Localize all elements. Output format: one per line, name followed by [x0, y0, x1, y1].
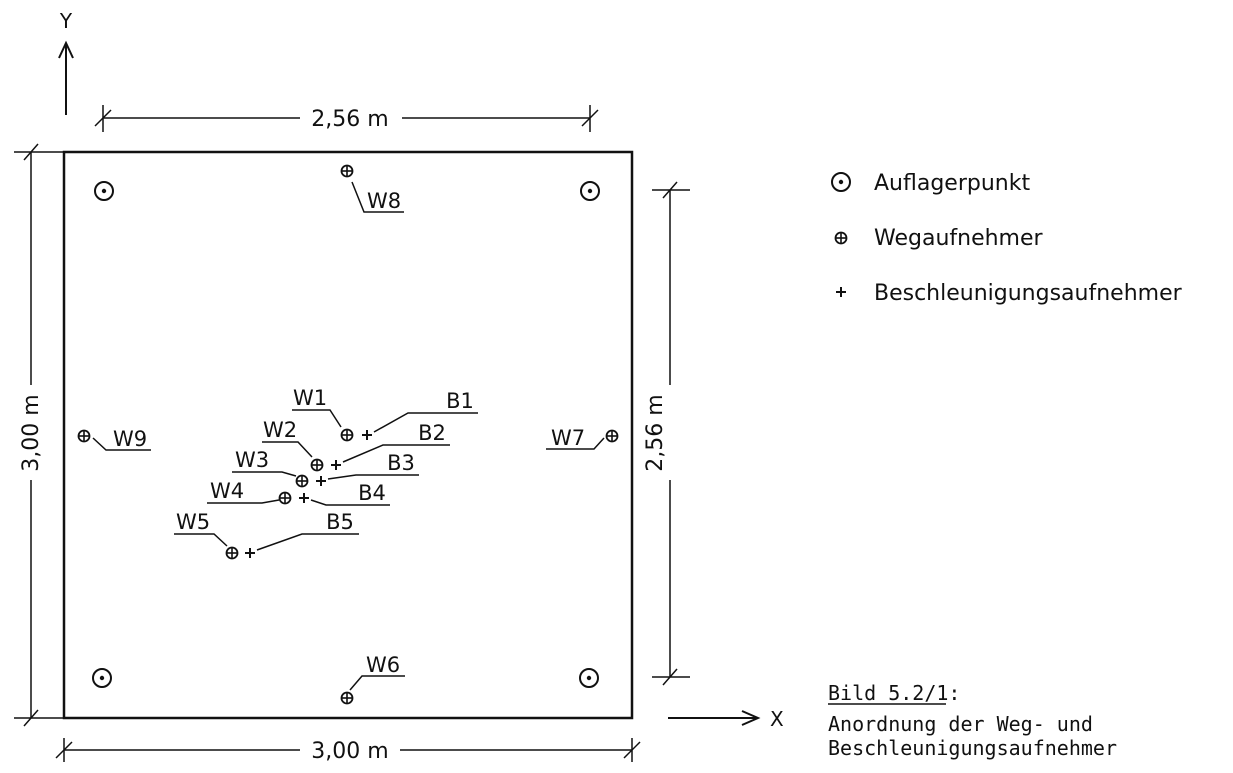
sensor-b4-label: B4 [358, 481, 386, 505]
sensor-b1-marker [361, 429, 373, 441]
sensor-b1-label: B1 [446, 389, 474, 413]
dimension-left-label: 3,00 m [19, 394, 44, 471]
plate-outline [62, 150, 634, 720]
sensor-b2-marker [330, 459, 342, 471]
dimension-left: 3,00 m [14, 143, 64, 727]
support-point-bottom-left [92, 668, 112, 688]
x-axis-arrow-icon [741, 710, 761, 726]
legend-support-label: Auflagerpunkt [874, 171, 1030, 196]
sensor-w6-marker [340, 691, 354, 705]
sensor-b3-marker [315, 475, 327, 487]
dimension-right: 2,56 m [643, 181, 690, 686]
sensor-w9-label: W9 [113, 427, 147, 451]
sensor-b5-marker [244, 547, 256, 559]
figure-caption: Bild 5.2/1: Anordnung der Weg- und Besch… [828, 681, 1117, 760]
sensor-w4-label: W4 [210, 479, 244, 503]
sensor-w9-marker [77, 429, 91, 443]
sensor-b2-label: B2 [418, 421, 446, 445]
legend-displacement-label: Wegaufnehmer [874, 226, 1044, 251]
caption-line-2: Beschleunigungsaufnehmer [828, 736, 1117, 760]
legend-acceleration-icon [835, 286, 847, 298]
caption-title: Bild 5.2/1: [828, 681, 960, 705]
sensor-w1-marker [340, 428, 354, 442]
dimension-right-label: 2,56 m [643, 394, 668, 471]
sensor-w4-marker [278, 491, 292, 505]
legend-displacement-icon [834, 231, 848, 245]
legend: Auflagerpunkt Wegaufnehmer Beschleunigun… [831, 171, 1183, 306]
dimension-bottom: 3,00 m [55, 738, 641, 764]
sensor-w3-label: W3 [235, 448, 269, 472]
sensor-w5-marker [225, 546, 239, 560]
sensor-w8-marker [340, 164, 354, 178]
sensor-w7-label: W7 [551, 426, 585, 450]
support-point-top-left [94, 181, 114, 201]
dimension-top: 2,56 m [94, 105, 599, 132]
y-axis-label: Y [59, 9, 73, 33]
y-axis-arrow-icon [58, 40, 74, 59]
legend-support-icon [831, 172, 851, 192]
dimension-bottom-label: 3,00 m [311, 739, 388, 764]
sensor-w2-label: W2 [263, 418, 297, 442]
legend-acceleration-label: Beschleunigungsaufnehmer [874, 281, 1183, 306]
sensor-w5-label: W5 [176, 510, 210, 534]
sensor-b4-marker [298, 492, 310, 504]
sensor-w1-label: W1 [293, 386, 327, 410]
y-axis: Y [58, 9, 74, 115]
support-point-bottom-right [579, 668, 599, 688]
sensor-w6-label: W6 [366, 653, 400, 677]
sensor-w8-label: W8 [367, 189, 401, 213]
x-axis-label: X [770, 707, 784, 731]
dimension-top-label: 2,56 m [311, 107, 388, 132]
caption-line-1: Anordnung der Weg- und [828, 712, 1093, 736]
sensor-w3-marker [295, 474, 309, 488]
sensor-w7-marker [605, 429, 619, 443]
x-axis: X [668, 707, 784, 731]
sensor-b3-label: B3 [387, 451, 415, 475]
support-point-top-right [580, 181, 600, 201]
sensor-b5-label: B5 [326, 510, 354, 534]
sensor-w2-marker [310, 458, 324, 472]
